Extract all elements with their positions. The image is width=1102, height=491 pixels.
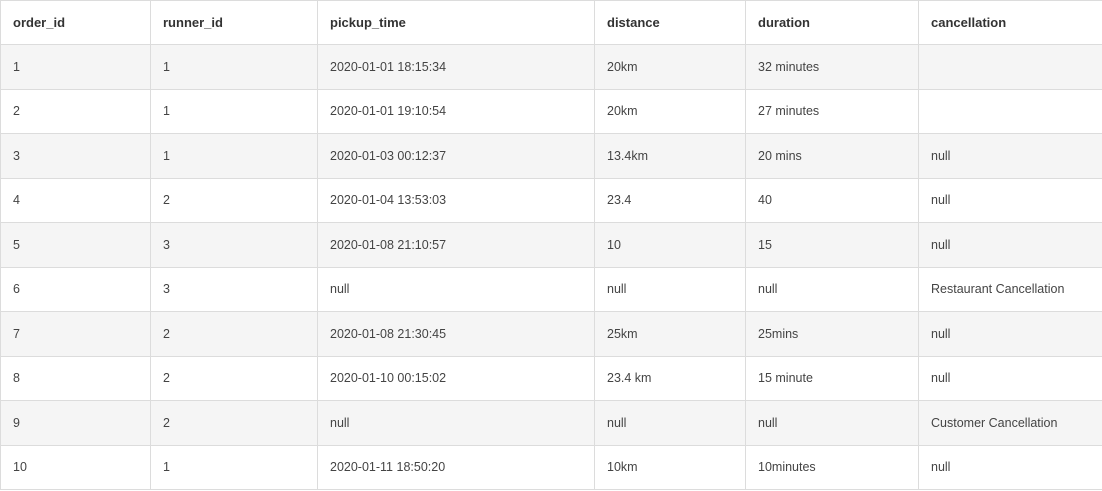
cell-distance: 13.4km: [594, 133, 746, 179]
cell-duration: 15: [745, 222, 919, 268]
cell-cancellation: Customer Cancellation: [918, 400, 1102, 446]
column-header-distance[interactable]: distance: [594, 0, 746, 45]
cell-distance: 10: [594, 222, 746, 268]
cell-runner-id: 2: [150, 355, 318, 401]
table-row: 4 2 2020-01-04 13:53:03 23.4 40 null: [0, 177, 1102, 223]
cell-order-id: 4: [0, 177, 151, 223]
cell-order-id: 7: [0, 311, 151, 357]
column-header-duration[interactable]: duration: [745, 0, 919, 45]
column-header-runner-id[interactable]: runner_id: [150, 0, 318, 45]
cell-cancellation: null: [918, 311, 1102, 357]
cell-distance: 20km: [594, 88, 746, 134]
cell-duration: 32 minutes: [745, 44, 919, 90]
cell-duration: 25mins: [745, 311, 919, 357]
cell-duration: 15 minute: [745, 355, 919, 401]
cell-duration: 27 minutes: [745, 88, 919, 134]
table-row: 7 2 2020-01-08 21:30:45 25km 25mins null: [0, 311, 1102, 357]
cell-pickup-time: null: [317, 266, 595, 312]
cell-cancellation: null: [918, 355, 1102, 401]
cell-runner-id: 3: [150, 222, 318, 268]
cell-order-id: 8: [0, 355, 151, 401]
cell-duration: null: [745, 400, 919, 446]
table-header: order_id runner_id pickup_time distance …: [0, 0, 1102, 45]
cell-pickup-time: 2020-01-01 19:10:54: [317, 88, 595, 134]
table-row: 9 2 null null null Customer Cancellation: [0, 400, 1102, 446]
cell-runner-id: 1: [150, 88, 318, 134]
cell-pickup-time: 2020-01-01 18:15:34: [317, 44, 595, 90]
cell-order-id: 10: [0, 444, 151, 490]
cell-distance: 25km: [594, 311, 746, 357]
table-row: 10 1 2020-01-11 18:50:20 10km 10minutes null: [0, 444, 1102, 490]
table-row: 3 1 2020-01-03 00:12:37 13.4km 20 mins null: [0, 133, 1102, 179]
cell-pickup-time: 2020-01-03 00:12:37: [317, 133, 595, 179]
cell-runner-id: 2: [150, 311, 318, 357]
cell-distance: 10km: [594, 444, 746, 490]
cell-distance: null: [594, 266, 746, 312]
cell-pickup-time: 2020-01-04 13:53:03: [317, 177, 595, 223]
cell-duration: null: [745, 266, 919, 312]
cell-distance: null: [594, 400, 746, 446]
cell-duration: 40: [745, 177, 919, 223]
cell-pickup-time: 2020-01-08 21:30:45: [317, 311, 595, 357]
cell-pickup-time: 2020-01-10 00:15:02: [317, 355, 595, 401]
table-row: 5 3 2020-01-08 21:10:57 10 15 null: [0, 222, 1102, 268]
cell-runner-id: 1: [150, 133, 318, 179]
table-row: 2 1 2020-01-01 19:10:54 20km 27 minutes: [0, 88, 1102, 134]
cell-distance: 23.4: [594, 177, 746, 223]
cell-order-id: 1: [0, 44, 151, 90]
cell-pickup-time: null: [317, 400, 595, 446]
cell-runner-id: 2: [150, 177, 318, 223]
cell-order-id: 5: [0, 222, 151, 268]
cell-runner-id: 1: [150, 44, 318, 90]
table-row: 1 1 2020-01-01 18:15:34 20km 32 minutes: [0, 44, 1102, 90]
cell-pickup-time: 2020-01-11 18:50:20: [317, 444, 595, 490]
cell-cancellation: [918, 88, 1102, 134]
cell-order-id: 9: [0, 400, 151, 446]
cell-cancellation: null: [918, 177, 1102, 223]
cell-order-id: 3: [0, 133, 151, 179]
column-header-pickup-time[interactable]: pickup_time: [317, 0, 595, 45]
cell-distance: 23.4 km: [594, 355, 746, 401]
cell-pickup-time: 2020-01-08 21:10:57: [317, 222, 595, 268]
header-row: order_id runner_id pickup_time distance …: [0, 0, 1102, 45]
cell-cancellation: [918, 44, 1102, 90]
table-row: 6 3 null null null Restaurant Cancellation: [0, 266, 1102, 312]
cell-order-id: 6: [0, 266, 151, 312]
cell-duration: 20 mins: [745, 133, 919, 179]
cell-cancellation: null: [918, 222, 1102, 268]
cell-cancellation: null: [918, 444, 1102, 490]
cell-runner-id: 2: [150, 400, 318, 446]
table-body: 1 1 2020-01-01 18:15:34 20km 32 minutes 2 1 202…: [0, 44, 1102, 490]
cell-order-id: 2: [0, 88, 151, 134]
column-header-order-id[interactable]: order_id: [0, 0, 151, 45]
table-row: 8 2 2020-01-10 00:15:02 23.4 km 15 minute nul…: [0, 355, 1102, 401]
cell-runner-id: 3: [150, 266, 318, 312]
cell-distance: 20km: [594, 44, 746, 90]
cell-cancellation: null: [918, 133, 1102, 179]
cell-runner-id: 1: [150, 444, 318, 490]
column-header-cancellation[interactable]: cancellation: [918, 0, 1102, 45]
cell-cancellation: Restaurant Cancellation: [918, 266, 1102, 312]
cell-duration: 10minutes: [745, 444, 919, 490]
